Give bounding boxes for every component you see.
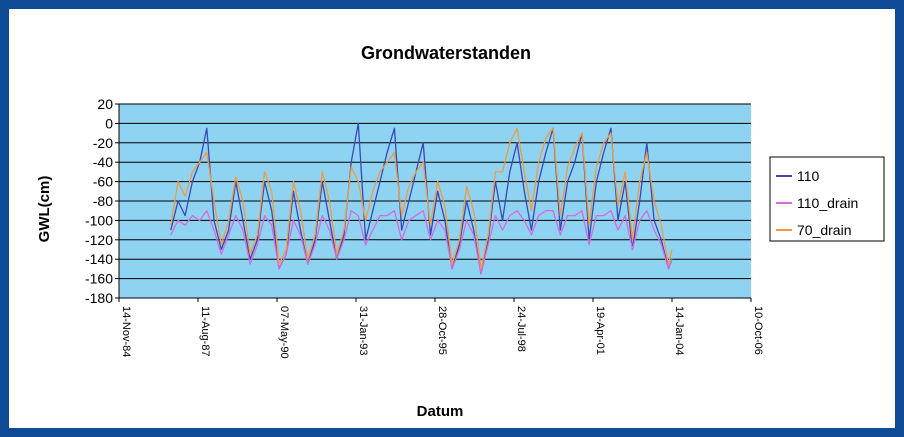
y-tick-label: -20 [93, 135, 113, 151]
series-line-70-drain [170, 127, 673, 270]
x-tick-label: 07-May-90 [278, 306, 290, 359]
chart-title: Grondwaterstanden [361, 43, 531, 63]
series-line-110 [170, 122, 673, 275]
y-tick-label: -120 [85, 232, 113, 248]
x-tick-label: 10-Oct-06 [752, 306, 764, 355]
x-tick-label: 28-Oct-95 [436, 306, 448, 355]
series-line-110-drain [170, 210, 673, 275]
y-axis-title: GWL(cm) [36, 176, 53, 243]
x-tick-label: 14-Jan-04 [673, 306, 685, 356]
x-tick-labels: 14-Nov-84 11-Aug-87 07-May-90 31-Jan-93 28-O… [118, 298, 764, 359]
y-tick-label: -180 [85, 290, 113, 306]
x-tick-label: 19-Apr-01 [594, 306, 606, 355]
y-tick-label: 20 [97, 96, 113, 112]
x-axis-title: Datum [417, 403, 464, 420]
legend-label: 110_drain [797, 195, 858, 211]
x-tick-label: 11-Aug-87 [199, 306, 211, 357]
x-tick-label: 31-Jan-93 [357, 306, 369, 356]
legend-label: 110 [797, 168, 820, 184]
x-tick-label: 14-Nov-84 [120, 306, 132, 357]
y-tick-label: -100 [85, 212, 113, 228]
series-layer [170, 122, 673, 275]
y-tick-label: -140 [85, 251, 113, 267]
y-tick-label: -40 [93, 154, 113, 170]
legend: 110 110_drain 70_drain [769, 156, 885, 242]
y-tick-label: -160 [85, 271, 113, 287]
y-tick-labels: 20 0 -20 -40 -60 -80 -100 -120 -140 -160 -180 [85, 96, 113, 306]
y-tick-label: -80 [93, 193, 113, 209]
legend-label: 70_drain [797, 222, 852, 238]
legend-box [769, 156, 885, 242]
y-tick-label: 0 [105, 115, 113, 131]
x-tick-label: 24-Jul-98 [515, 306, 527, 352]
y-tick-label: -60 [93, 174, 113, 190]
